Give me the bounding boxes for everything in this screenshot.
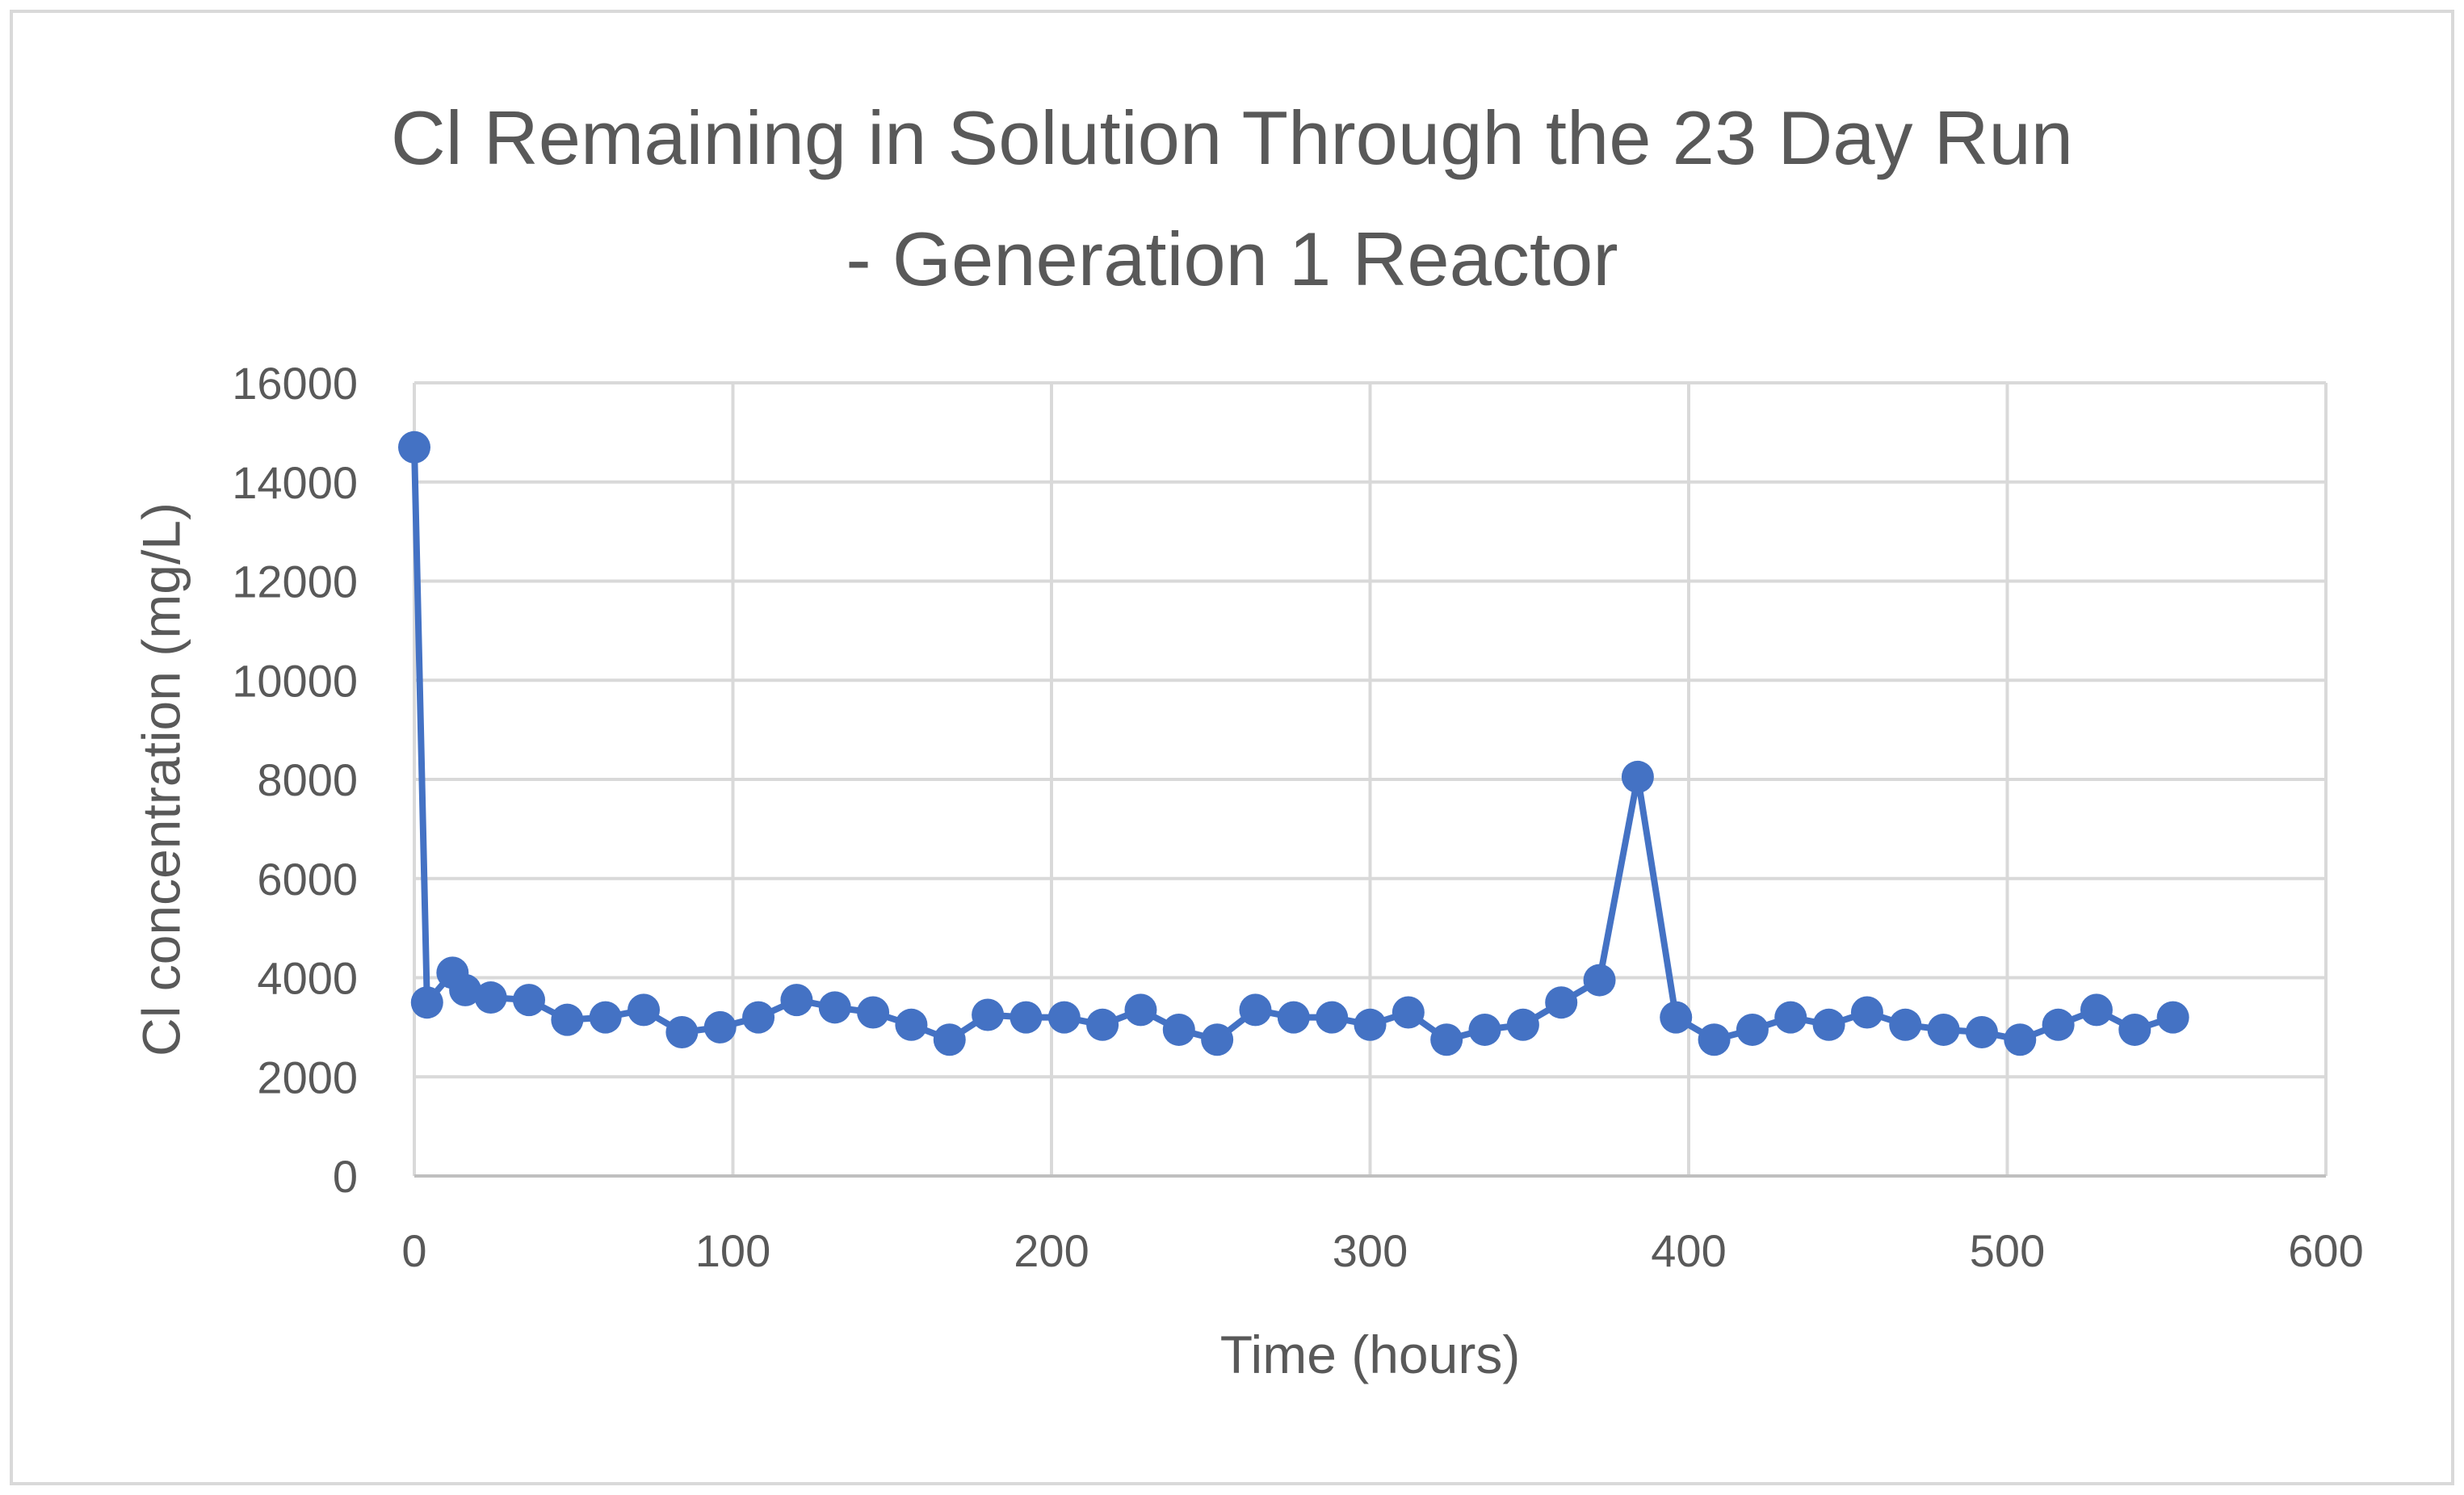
data-point xyxy=(1850,996,1883,1029)
y-axis-label: Cl concentration (mg/L) xyxy=(131,502,191,1056)
data-point xyxy=(1736,1013,1769,1046)
data-point xyxy=(513,984,546,1017)
data-point xyxy=(1812,1008,1845,1041)
data-point xyxy=(1660,1001,1693,1034)
data-point xyxy=(1124,993,1157,1027)
data-point xyxy=(449,973,482,1006)
data-point xyxy=(1698,1023,1731,1056)
x-tick-label: 0 xyxy=(401,1225,426,1276)
chart-frame xyxy=(10,10,2454,1485)
data-point xyxy=(1927,1013,1960,1046)
series-line xyxy=(411,447,2174,1044)
data-point xyxy=(1277,1001,1310,1034)
data-point xyxy=(2080,993,2113,1027)
data-point xyxy=(703,1010,737,1044)
data-point xyxy=(410,986,443,1019)
data-point xyxy=(933,1023,966,1056)
data-point xyxy=(1621,760,1654,793)
data-point xyxy=(551,1003,584,1036)
data-point xyxy=(2042,1008,2075,1041)
data-point xyxy=(1774,1001,1807,1034)
data-point xyxy=(1430,1023,1463,1056)
chart-title: Cl Remaining in Solution Through the 23 … xyxy=(390,95,2074,301)
gridlines xyxy=(413,381,2328,1176)
x-tick-label: 300 xyxy=(1333,1225,1408,1276)
y-tick-label: 14000 xyxy=(232,457,358,508)
data-point xyxy=(1354,1008,1387,1041)
data-point xyxy=(1392,996,1425,1029)
data-point xyxy=(2156,1001,2189,1034)
data-point xyxy=(1965,1016,1998,1049)
y-tick-label: 6000 xyxy=(257,854,358,905)
data-point xyxy=(780,984,813,1017)
data-point xyxy=(1047,1001,1081,1034)
data-point xyxy=(1201,1023,1234,1056)
data-point xyxy=(1583,964,1616,997)
data-point xyxy=(474,981,507,1014)
data-point xyxy=(1506,1008,1539,1041)
y-tick-label: 2000 xyxy=(257,1052,358,1102)
x-tick-label: 200 xyxy=(1014,1225,1089,1276)
data-point xyxy=(1468,1013,1501,1046)
data-point xyxy=(895,1008,928,1041)
data-point xyxy=(628,993,661,1027)
data-point xyxy=(1889,1008,1922,1041)
data-point xyxy=(1545,986,1578,1019)
data-point xyxy=(1086,1008,1119,1041)
data-point xyxy=(589,1001,622,1034)
y-tick-labels: 0 2000 4000 6000 8000 10000 12000 14000 16000 xyxy=(232,358,358,1202)
data-point xyxy=(1162,1013,1195,1046)
data-point xyxy=(1316,1001,1349,1034)
y-tick-label: 0 xyxy=(333,1151,358,1202)
x-axis-label: Time (hours) xyxy=(1220,1325,1521,1384)
data-series xyxy=(398,430,2189,1056)
x-tick-labels: 0 100 200 300 400 500 600 xyxy=(401,1225,2363,1276)
x-tick-label: 100 xyxy=(695,1225,770,1276)
data-point xyxy=(2118,1013,2151,1046)
y-tick-label: 16000 xyxy=(232,358,358,409)
data-point xyxy=(665,1016,699,1049)
x-tick-label: 400 xyxy=(1651,1225,1726,1276)
x-tick-label: 500 xyxy=(1970,1225,2045,1276)
data-point xyxy=(398,430,430,464)
y-tick-label: 10000 xyxy=(232,655,358,706)
data-point xyxy=(1239,993,1272,1027)
data-point xyxy=(818,991,851,1024)
data-point xyxy=(1010,1001,1043,1034)
x-tick-label: 600 xyxy=(2288,1225,2363,1276)
y-tick-label: 12000 xyxy=(232,556,358,607)
y-tick-label: 8000 xyxy=(257,754,358,805)
data-point xyxy=(857,996,890,1029)
data-point xyxy=(742,1001,775,1034)
y-tick-label: 4000 xyxy=(257,953,358,1004)
data-point xyxy=(972,998,1005,1031)
data-point xyxy=(2004,1023,2037,1056)
